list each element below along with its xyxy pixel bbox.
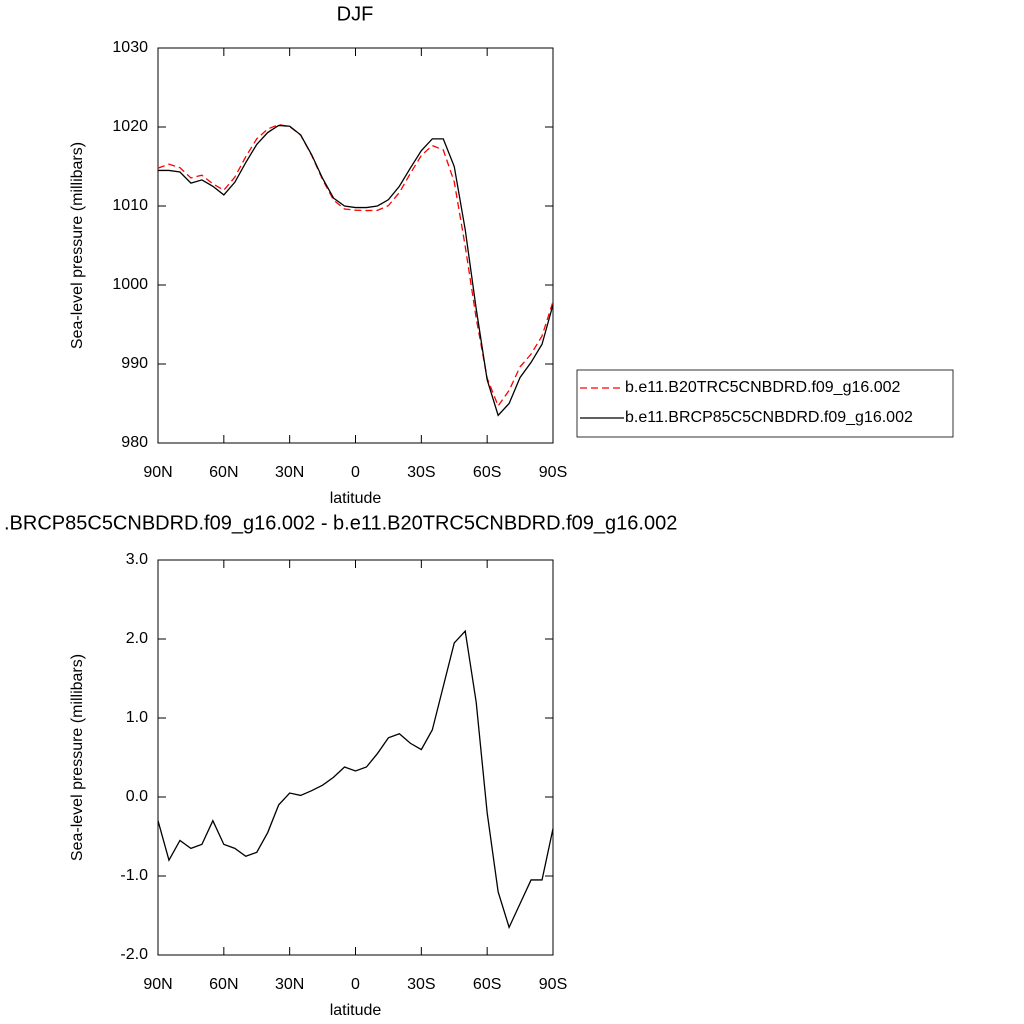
y-axis-label: Sea-level pressure (millibars) bbox=[69, 654, 86, 861]
x-tick-label: 30N bbox=[275, 976, 304, 993]
x-tick-label: 60S bbox=[473, 464, 501, 481]
x-tick-label: 30N bbox=[275, 464, 304, 481]
x-tick-label: 60N bbox=[209, 464, 238, 481]
y-tick-label: 1.0 bbox=[126, 709, 148, 726]
x-tick-label: 30S bbox=[407, 976, 435, 993]
y-tick-label: 980 bbox=[121, 434, 148, 451]
x-axis-label: latitude bbox=[330, 1002, 382, 1019]
x-tick-label: 60S bbox=[473, 976, 501, 993]
x-tick-label: 90N bbox=[143, 976, 172, 993]
line-series bbox=[157, 629, 554, 930]
x-tick-label: 0 bbox=[351, 976, 360, 993]
y-tick-label: 0.0 bbox=[126, 788, 148, 805]
x-tick-label: 90S bbox=[539, 464, 567, 481]
chart-title: DJF bbox=[337, 3, 374, 25]
x-tick-label: 60N bbox=[209, 976, 238, 993]
y-tick-label: -2.0 bbox=[120, 946, 148, 963]
x-axis-label: latitude bbox=[330, 490, 382, 507]
y-axis-label: Sea-level pressure (millibars) bbox=[69, 142, 86, 349]
plot-frame bbox=[157, 47, 554, 444]
plot-frame bbox=[157, 559, 554, 956]
chart-title: .BRCP85C5CNBDRD.f09_g16.002 - b.e11.B20T… bbox=[4, 512, 677, 534]
y-tick-label: -1.0 bbox=[120, 867, 148, 884]
x-tick-label: 90S bbox=[539, 976, 567, 993]
y-tick-label: 3.0 bbox=[126, 551, 148, 568]
line-series bbox=[158, 124, 554, 417]
x-tick-label: 30S bbox=[407, 464, 435, 481]
y-tick-label: 1030 bbox=[112, 39, 148, 56]
y-tick-label: 2.0 bbox=[126, 630, 148, 647]
x-tick-label: 0 bbox=[351, 464, 360, 481]
legend-label: b.e11.BRCP85C5CNBDRD.f09_g16.002 bbox=[625, 409, 913, 426]
y-tick-label: 1000 bbox=[112, 276, 148, 293]
y-tick-label: 1010 bbox=[112, 197, 148, 214]
line-series bbox=[157, 123, 554, 408]
y-tick-label: 990 bbox=[121, 355, 148, 372]
legend-box bbox=[576, 369, 954, 438]
x-tick-label: 90N bbox=[143, 464, 172, 481]
y-tick-label: 1020 bbox=[112, 118, 148, 135]
legend-label: b.e11.B20TRC5CNBDRD.f09_g16.002 bbox=[625, 379, 901, 396]
